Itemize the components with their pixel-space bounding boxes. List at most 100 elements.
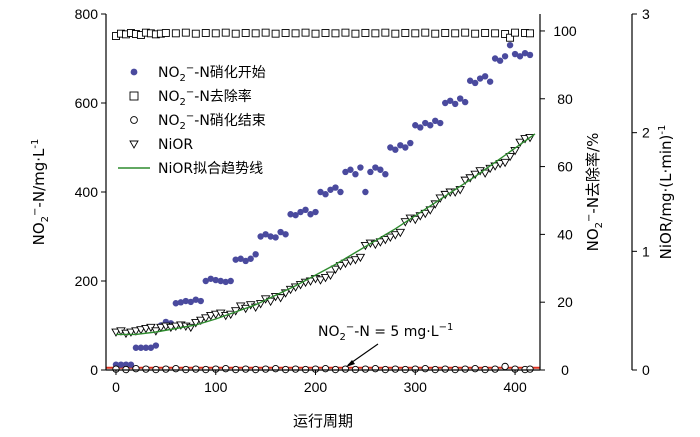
point-nitrification-start — [142, 344, 150, 351]
point-nitrification-start — [152, 342, 160, 349]
point-removal-rate — [506, 33, 515, 42]
legend-marker-end — [130, 116, 138, 124]
point-nior — [340, 259, 351, 269]
point-nitrification-end — [421, 365, 429, 373]
point-nitrification-end — [491, 365, 499, 373]
point-nitrification-start — [447, 97, 454, 104]
point-nitrification-start — [486, 78, 494, 85]
point-removal-rate — [421, 28, 430, 37]
point-nitrification-end — [371, 365, 380, 373]
point-nior — [500, 158, 510, 168]
point-removal-rate — [161, 29, 170, 37]
point-nitrification-start — [506, 41, 514, 49]
point-removal-rate — [401, 29, 410, 37]
point-nitrification-start — [402, 144, 409, 151]
x-tick-label: 100 — [204, 379, 228, 395]
point-nior — [131, 327, 141, 336]
point-removal-rate — [481, 29, 490, 37]
point-nitrification-start — [252, 251, 259, 258]
point-nior — [136, 326, 146, 335]
point-nitrification-start — [262, 231, 269, 238]
point-nior — [395, 228, 406, 238]
point-removal-rate — [291, 29, 300, 38]
point-nitrification-start — [307, 211, 314, 218]
point-removal-rate — [191, 29, 200, 38]
point-nitrification-start — [177, 299, 185, 306]
point-nitrification-start — [342, 168, 349, 176]
point-nior — [355, 253, 366, 263]
point-removal-rate — [371, 29, 380, 38]
point-nitrification-start — [471, 79, 479, 87]
point-nitrification-end — [271, 365, 280, 373]
point-nitrification-start — [237, 255, 244, 262]
point-nitrification-end — [242, 365, 250, 373]
point-nitrification-start — [372, 164, 379, 171]
point-nior — [345, 257, 356, 266]
point-nior — [205, 311, 216, 321]
point-nitrification-start — [207, 275, 214, 282]
point-nior — [390, 231, 401, 240]
y-left-tick-label: 800 — [75, 6, 99, 22]
point-nitrification-start — [322, 191, 329, 198]
point-removal-rate — [361, 29, 370, 37]
point-nitrification-start — [212, 276, 219, 284]
point-nitrification-end — [526, 365, 534, 373]
point-nior — [505, 152, 515, 162]
point-nior — [350, 256, 361, 265]
point-nitrification-start — [147, 344, 155, 351]
point-nitrification-start — [272, 234, 279, 241]
point-nitrification-start — [476, 75, 484, 82]
point-nitrification-start — [496, 57, 504, 64]
point-nitrification-start — [192, 296, 199, 303]
point-nitrification-start — [357, 164, 364, 171]
point-nitrification-end — [261, 365, 270, 373]
point-removal-rate — [241, 29, 250, 37]
legend: NO2−-N硝化开始 NO2−-N去除率 NO2−-N硝化结束 NiOR NiOR拟合趋… — [118, 63, 266, 177]
point-removal-rate — [271, 29, 280, 38]
point-nitrification-start — [466, 77, 474, 84]
point-nitrification-start — [432, 117, 439, 125]
point-removal-rate — [281, 29, 290, 37]
y-right2-tick-label: 3 — [642, 6, 650, 22]
point-nitrification-start — [412, 122, 419, 129]
y-left-tick-label: 600 — [75, 95, 99, 111]
point-nitrification-start — [137, 344, 145, 351]
point-removal-rate — [351, 29, 360, 38]
point-nitrification-end — [441, 365, 449, 373]
point-nior — [325, 271, 336, 280]
point-nitrification-end — [471, 365, 479, 373]
point-nior — [275, 294, 286, 303]
point-nitrification-start — [122, 361, 130, 368]
point-nitrification-start — [501, 53, 509, 60]
point-nitrification-start — [437, 119, 444, 127]
point-nior — [495, 160, 505, 169]
point-nitrification-start — [222, 278, 229, 286]
point-nitrification-start — [117, 361, 125, 368]
legend-label: NiOR — [158, 137, 193, 153]
point-removal-rate — [331, 29, 340, 38]
point-nitrification-start — [292, 211, 299, 219]
point-nitrification-start — [277, 228, 284, 236]
point-nitrification-start — [427, 122, 434, 129]
point-nitrification-start — [232, 256, 239, 263]
point-nitrification-start — [422, 119, 429, 127]
point-nitrification-end — [361, 365, 370, 373]
point-removal-rate — [211, 29, 220, 38]
point-nior — [425, 206, 436, 215]
point-nitrification-start — [187, 298, 195, 306]
point-nitrification-start — [227, 277, 234, 285]
y-right1-title: NO2−-N去除率/% — [584, 133, 605, 252]
point-removal-rate — [451, 29, 460, 38]
point-removal-rate — [411, 29, 420, 38]
point-removal-rate — [321, 29, 330, 37]
point-removal-rate — [471, 29, 480, 38]
point-nior — [196, 316, 206, 326]
trend-line — [116, 133, 536, 336]
point-nitrification-start — [352, 171, 359, 178]
point-removal-rate — [311, 29, 320, 38]
point-removal-rate — [341, 28, 350, 37]
point-nior — [295, 281, 306, 290]
legend-label: NO2−-N去除率 — [158, 87, 252, 108]
point-nior — [335, 262, 346, 271]
